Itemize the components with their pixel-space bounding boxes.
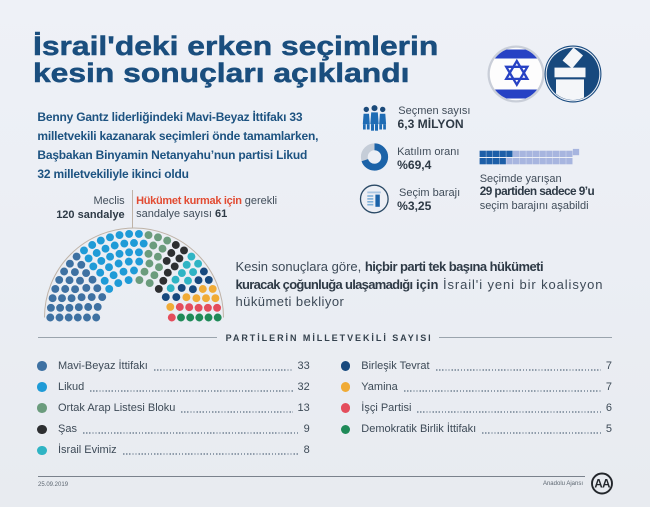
svg-text:AA: AA: [594, 478, 610, 490]
